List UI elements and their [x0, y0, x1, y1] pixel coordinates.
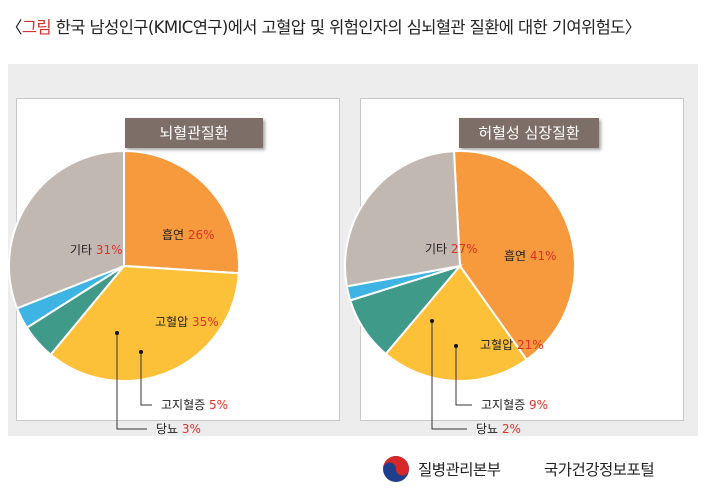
- slice-label-3: 당뇨 2%: [476, 422, 521, 436]
- title-close-bracket: 〉: [624, 18, 642, 37]
- pie-slice-1: [49, 264, 240, 382]
- slice-label-3: 당뇨 3%: [156, 422, 201, 436]
- title-text: 한국 남성인구(KMIC연구)에서 고혈압 및 위험인자의 심뇌혈관 질환에 대…: [51, 18, 626, 37]
- slice-value: 41%: [530, 249, 557, 263]
- slice-label-1: 고혈압 35%: [155, 315, 219, 329]
- pie-slice-0: [123, 149, 240, 275]
- slice-value: 26%: [188, 228, 215, 242]
- cerebrovascular-pie-chart: 흡연 26% 고혈압 35% 기타 31% 고지혈증 5% 당뇨 3%: [8, 149, 240, 436]
- slice-name: 당뇨: [156, 422, 182, 436]
- ischemic-heart-pie-chart: 흡연 41% 고혈압 21% 기타 27% 고지혈증 9% 당뇨 2%: [344, 150, 576, 436]
- slice-label-0: 흡연 41%: [504, 249, 557, 263]
- slice-name: 고지혈증: [481, 398, 529, 412]
- slice-value: 5%: [209, 398, 228, 412]
- leader-dot-2: [139, 350, 143, 354]
- slice-value: 27%: [451, 242, 478, 256]
- leader-dot-2: [454, 344, 458, 348]
- figure-title: 〈그림 한국 남성인구(KMIC연구)에서 고혈압 및 위험인자의 심뇌혈관 질…: [6, 14, 706, 38]
- chart-title: 뇌혈관질환: [125, 118, 263, 148]
- slice-value: 9%: [529, 398, 548, 412]
- leader-line-2: [140, 352, 152, 406]
- chart-title: 허혈성 심장질환: [459, 118, 599, 148]
- leader-line-3: [116, 333, 147, 430]
- kcdc-logo-icon: [383, 456, 409, 482]
- footer: 질병관리본부 국가건강정보포털: [0, 446, 707, 496]
- title-figure-word: 그림: [21, 18, 52, 37]
- ischemic-heart-chart-panel: 허혈성 심장질환 흡연 41% 고혈압 21% 기타 27% 고지혈증 9% 당뇨 2%: [344, 98, 684, 436]
- pie-slice-1: [384, 264, 529, 382]
- slice-name: 흡연: [162, 228, 188, 242]
- slice-value: 31%: [96, 243, 123, 257]
- slice-value: 35%: [192, 315, 219, 329]
- slice-name: 당뇨: [476, 422, 502, 436]
- leader-line-2: [455, 346, 472, 406]
- slice-label-2: 고지혈증 9%: [481, 398, 548, 412]
- portal-name: 국가건강정보포털: [544, 461, 655, 479]
- slice-value: 21%: [517, 338, 544, 352]
- leader-line-3: [431, 321, 467, 430]
- slice-label-2: 고지혈증 5%: [161, 398, 228, 412]
- slice-name: 고지혈증: [161, 398, 209, 412]
- pie-slice-0: [452, 150, 576, 362]
- leader-dot-3: [115, 331, 119, 335]
- slice-label-4: 기타 27%: [425, 242, 478, 256]
- cerebrovascular-chart-panel: 뇌혈관질환 흡연 26% 고혈압 35% 기타 31% 고지혈증 5% 당뇨 3%: [8, 98, 340, 436]
- slice-name: 고혈압: [155, 315, 192, 329]
- slice-name: 기타: [425, 242, 451, 256]
- slice-label-0: 흡연 26%: [162, 228, 215, 242]
- slice-label-4: 기타 31%: [70, 243, 123, 257]
- slice-value: 2%: [502, 422, 521, 436]
- slice-name: 고혈압: [480, 338, 517, 352]
- title-open-bracket: 〈: [6, 18, 23, 37]
- slice-name: 흡연: [504, 249, 530, 263]
- pie-slice-4: [8, 149, 125, 310]
- org-name: 질병관리본부: [418, 461, 501, 479]
- leader-dot-3: [430, 319, 434, 323]
- slice-value: 3%: [182, 422, 201, 436]
- slice-name: 기타: [70, 243, 96, 257]
- charts-area: 뇌혈관질환 흡연 26% 고혈압 35% 기타 31% 고지혈증 5% 당뇨 3% 허혈…: [8, 64, 698, 436]
- pie-slice-4: [344, 150, 462, 288]
- slice-label-1: 고혈압 21%: [480, 338, 544, 352]
